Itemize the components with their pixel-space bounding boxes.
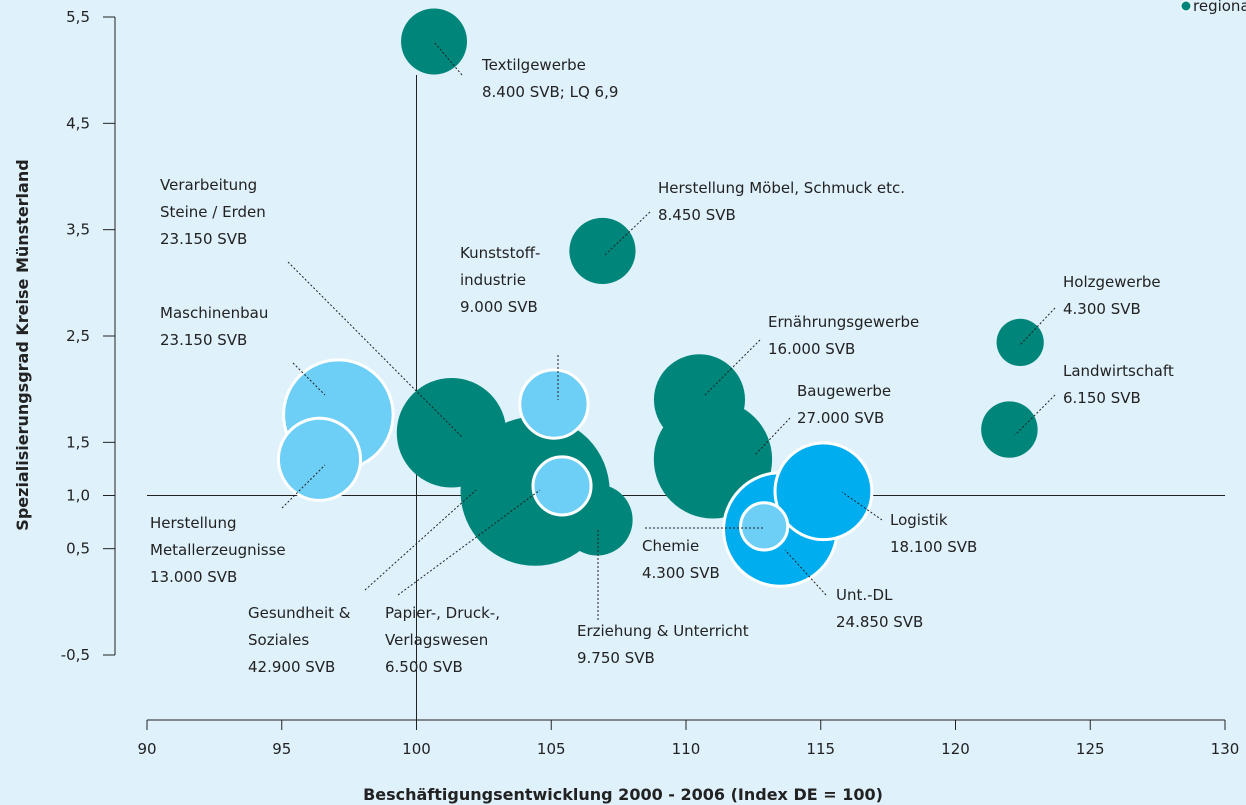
bubble-label: Baugewerbe	[797, 382, 891, 400]
bubble-label: Herstellung Möbel, Schmuck etc.	[658, 179, 905, 197]
x-tick-label: 115	[806, 740, 835, 758]
bubble-label: 13.000 SVB	[150, 568, 237, 586]
bubble-label: 18.100 SVB	[890, 538, 977, 556]
leader-line	[433, 41, 463, 76]
x-tick-label: 90	[137, 740, 156, 758]
bubble	[773, 441, 874, 542]
bubble	[531, 455, 593, 517]
x-tick-label: 110	[672, 740, 701, 758]
y-tick-label: 0,5	[66, 540, 90, 558]
bubble-label: 24.850 SVB	[836, 613, 923, 631]
leader-line	[754, 417, 791, 456]
bubble-label: 23.150 SVB	[160, 331, 247, 349]
bubble-label: 23.150 SVB	[160, 230, 247, 248]
bubble-label: Verlagswesen	[385, 631, 488, 649]
bubble-label: 9.750 SVB	[577, 649, 655, 667]
bubble-label: Textilgewerbe	[481, 56, 586, 74]
bubble-label: Holzgewerbe	[1063, 273, 1161, 291]
y-tick-label: 4,5	[66, 114, 90, 132]
bubble-label: 4.300 SVB	[1063, 300, 1141, 318]
bubble-label: Kunststoff-	[460, 244, 540, 262]
bubble	[276, 416, 363, 502]
x-tick-label: 95	[272, 740, 291, 758]
bubble-label: Unt.-DL	[836, 586, 893, 604]
bubble-label: Soziales	[248, 631, 309, 649]
bubble-label: Papier-, Druck-,	[385, 604, 500, 622]
x-axis-title: Beschäftigungsentwicklung 2000 - 2006 (I…	[363, 785, 883, 804]
y-tick-label: 2,5	[66, 327, 90, 345]
bubble-label: 27.000 SVB	[797, 409, 884, 427]
bubble-label: Erziehung & Unterricht	[577, 622, 749, 640]
bubble-label: 8.450 SVB	[658, 206, 736, 224]
bubble	[401, 8, 468, 75]
leader-line	[1014, 394, 1056, 436]
leader-line	[841, 491, 883, 521]
y-tick-label: 3,5	[66, 221, 90, 239]
x-tick-label: 120	[941, 740, 970, 758]
legend-marker	[1180, 0, 1192, 12]
y-tick-label: 5,5	[66, 8, 90, 26]
leader-line	[292, 362, 326, 396]
x-tick-label: 125	[1076, 740, 1105, 758]
bubble-label: 6.150 SVB	[1063, 389, 1141, 407]
bubble-label: Herstellung	[150, 514, 236, 532]
bubble-label: 4.300 SVB	[642, 564, 720, 582]
bubble	[981, 401, 1038, 458]
x-tick-label: 130	[1211, 740, 1240, 758]
y-axis-title: Spezialisierungsgrad Kreise Münsterland	[13, 159, 32, 530]
bubble	[518, 368, 590, 440]
bubble-label: 8.400 SVB; LQ 6,9	[482, 83, 618, 101]
bubble	[996, 318, 1044, 366]
leader-line	[704, 339, 761, 396]
leader-line	[287, 261, 463, 438]
bubble	[739, 501, 790, 552]
bubble-label: 16.000 SVB	[768, 340, 855, 358]
bubble-label: Steine / Erden	[160, 203, 266, 221]
leader-line	[364, 489, 477, 591]
bubble-label: Landwirtschaft	[1063, 362, 1174, 380]
y-tick-label: 1,0	[66, 487, 90, 505]
leader-line	[1019, 307, 1056, 346]
bubble-label: Gesundheit &	[248, 604, 351, 622]
bubble-label: Ernährungsgewerbe	[768, 313, 919, 331]
legend-label: regional bedeutsame Branche MSL	[1193, 0, 1246, 15]
y-tick-label: -0,5	[61, 646, 90, 664]
bubble-label: Maschinenbau	[160, 304, 268, 322]
bubble-label: Verarbeitung	[160, 176, 257, 194]
bubble-label: Chemie	[642, 537, 699, 555]
y-tick-label: 1,5	[66, 433, 90, 451]
bubble-label: Metallerzeugnisse	[150, 541, 286, 559]
leader-line	[397, 489, 541, 596]
x-tick-label: 105	[537, 740, 566, 758]
bubble-label: Logistik	[890, 511, 948, 529]
bubble-label: industrie	[460, 271, 526, 289]
x-tick-label: 100	[402, 740, 431, 758]
bubble-label: 9.000 SVB	[460, 298, 538, 316]
bubble	[569, 217, 636, 285]
bubble-label: 6.500 SVB	[385, 658, 463, 676]
bubble-label: 42.900 SVB	[248, 658, 335, 676]
